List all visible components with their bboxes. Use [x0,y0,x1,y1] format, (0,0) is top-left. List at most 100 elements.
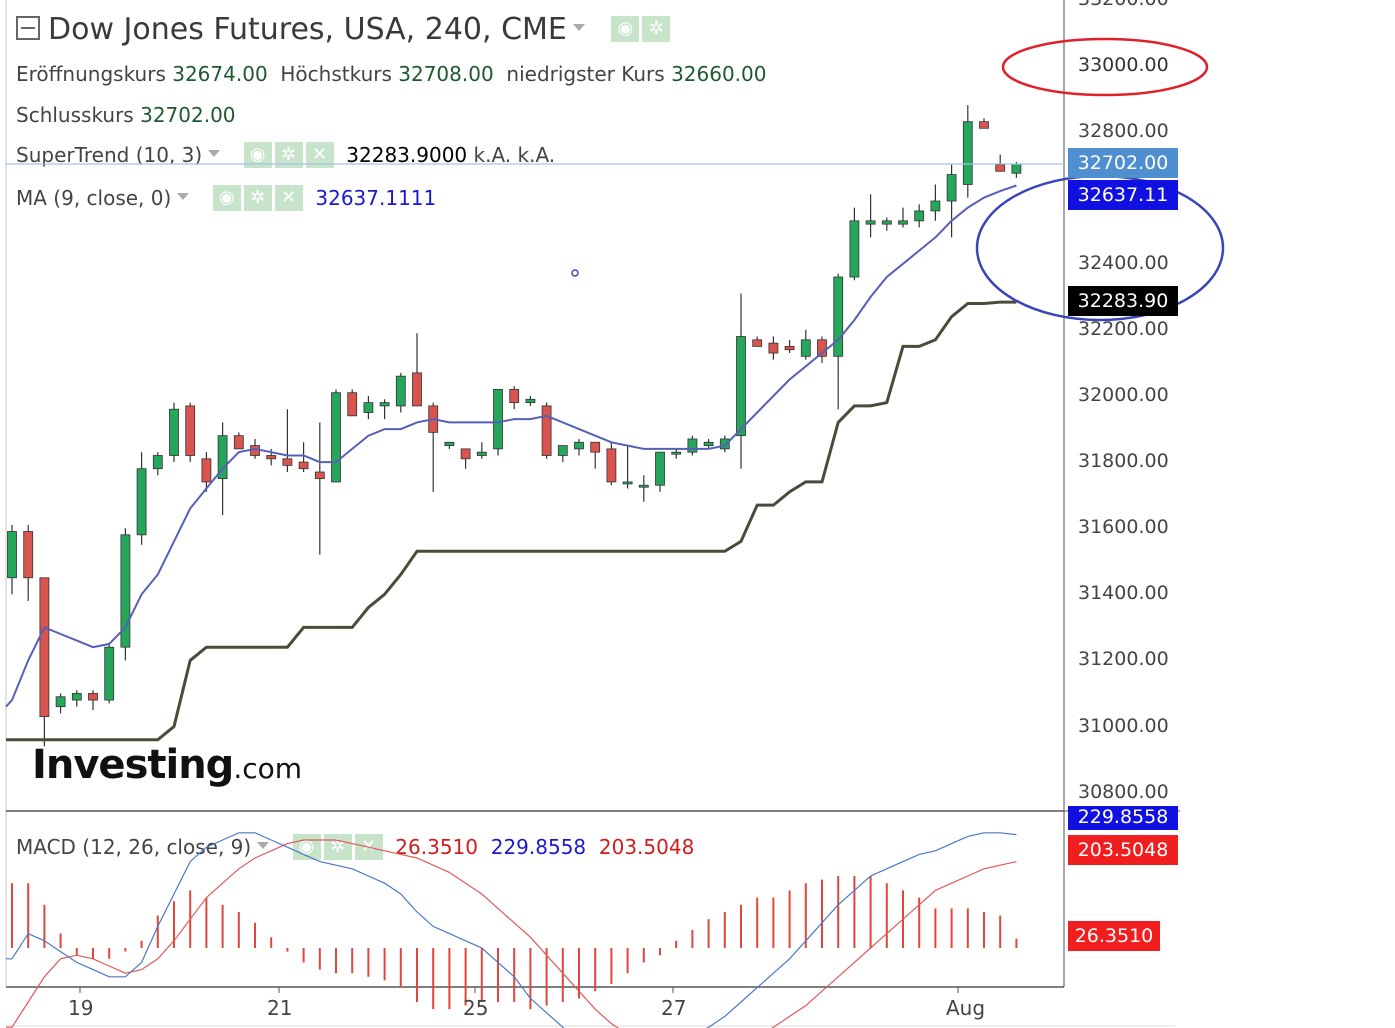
close-legend: Schlusskurs 32702.00 [16,103,236,127]
gear-icon[interactable]: ✲ [274,141,303,168]
candle-body [379,402,390,407]
last-price-label: 32702.00 [1068,148,1178,178]
candle-body [655,451,665,486]
y-tick-label: 32000.00 [1078,384,1169,406]
candle-body [217,435,228,480]
y-tick-top: 33200.00 [1078,0,1169,10]
macd-signal-value: 203.5048 [598,835,695,859]
candle-body [914,210,925,222]
candle-body [88,693,98,701]
eye-icon[interactable]: ◉ [611,15,640,42]
candle-body [169,408,179,456]
y-tick-label: 31800.00 [1078,450,1169,473]
ma-label: MA (9, close, 0) [16,186,172,210]
candle-body [849,220,860,278]
open-label: Eröffnungskurs [16,62,166,86]
supertrend-label: SuperTrend (10, 3) [16,143,203,167]
close-icon[interactable]: ✕ [354,833,383,860]
low-value: 32660.00 [671,62,767,86]
gear-icon[interactable]: ✲ [323,833,352,860]
candle-body [444,441,455,446]
ohlc-legend: Eröffnungskurs 32674.00 Höchstkurs 32708… [16,62,767,86]
y-tick-label: 32200.00 [1078,317,1169,340]
x-tick-label: 19 [68,996,94,1020]
supertrend-value: 32283.9000 [346,143,468,167]
candle-body [39,577,50,717]
candle-body [525,398,536,404]
close-label: Schlusskurs [16,103,134,127]
chevron-down-icon[interactable] [572,24,585,31]
candle-body [995,164,1006,172]
candle-body [833,276,844,357]
candle-body [930,200,941,212]
ma-price-label: 32637.11 [1068,180,1178,210]
candle-body [347,392,358,417]
candle-body [412,372,422,407]
chevron-down-icon[interactable] [208,150,221,157]
logo-main: Investing [32,742,234,788]
macd-label: MACD (12, 26, close, 9) [16,835,252,859]
candle-body [946,174,957,202]
candle-body [768,342,779,354]
candle-body [687,438,698,453]
candle-body [752,339,763,347]
candle-body [331,392,341,483]
candle-body [493,388,503,450]
supertrend-price-label: 32283.90 [1068,286,1178,316]
y-tick-label: 32400.00 [1078,251,1169,274]
signal-line-label: 203.5048 [1068,835,1178,865]
supertrend-legend: SuperTrend (10, 3) ◉ ✲ ✕ 32283.9000 k.A. k… [16,141,555,170]
candle-body [719,438,730,450]
candle-body [298,461,309,470]
candle-body [1011,163,1022,174]
eye-icon[interactable]: ◉ [212,184,241,211]
y-tick-label: 31000.00 [1078,714,1169,737]
red-circle-annotation [1001,37,1209,97]
supertrend-line [6,300,1017,742]
macd-line-label: 229.8558 [1068,806,1178,830]
eye-icon[interactable]: ◉ [243,141,272,168]
candle-body [185,405,196,456]
close-icon[interactable]: ✕ [274,184,303,211]
gear-icon[interactable]: ✲ [642,15,671,42]
candle-body [590,441,601,453]
gear-icon[interactable]: ✲ [243,184,272,211]
macd-line-value: 229.8558 [490,835,587,859]
candle-body [55,696,66,708]
candle-body [136,468,147,536]
x-tick-label: 21 [267,996,293,1020]
candle-body [233,435,244,450]
x-tick-label: 27 [661,996,687,1020]
candle-body [266,455,277,460]
y-tick-label: 31200.00 [1078,648,1169,671]
candle-body [476,451,487,456]
small-marker [571,269,579,277]
candle-body [314,471,325,480]
candle-body [800,339,811,357]
candle-body [638,484,649,488]
candle-body [736,336,746,437]
candle-body [152,455,163,470]
macd-hist-value: 26.3510 [395,835,478,859]
x-tick-label: 25 [463,996,489,1020]
chevron-down-icon[interactable] [257,842,270,849]
candle-body [23,531,34,579]
open-value: 32674.00 [172,62,268,86]
candle-body [7,531,17,579]
collapse-icon[interactable] [16,15,40,40]
candle-body [395,375,406,407]
histogram-label: 26.3510 [1068,921,1160,951]
close-icon[interactable]: ✕ [305,141,334,168]
candle-body [201,458,212,483]
chevron-down-icon[interactable] [177,193,190,200]
candle-body [784,346,795,351]
chart-title: Dow Jones Futures, USA, 240, CME [48,12,567,47]
y-tick-label: 31400.00 [1078,582,1169,605]
candle-body [460,448,471,460]
candle-body [509,388,520,404]
high-value: 32708.00 [398,62,494,86]
investing-logo: Investing.com [32,742,302,788]
candle-body [898,220,908,225]
ma-value: 32637.1111 [315,186,437,210]
